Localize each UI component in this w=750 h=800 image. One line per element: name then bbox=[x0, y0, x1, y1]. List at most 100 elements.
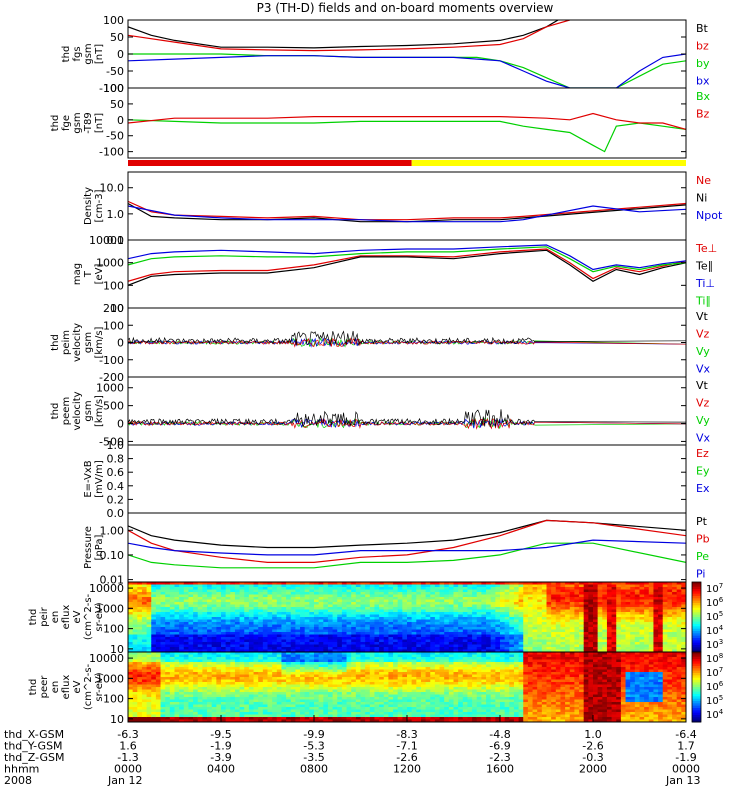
spectrogram-cell bbox=[667, 619, 673, 623]
spectrogram-cell bbox=[281, 644, 287, 648]
spectrogram-cell bbox=[453, 639, 459, 643]
spectrogram-cell bbox=[244, 607, 250, 610]
spectrogram-cell bbox=[286, 614, 292, 618]
spectrogram-cell bbox=[193, 714, 199, 718]
spectrogram-cell bbox=[430, 634, 436, 638]
spectrogram-cell bbox=[239, 647, 245, 650]
spectrogram-cell bbox=[239, 679, 245, 683]
spectrogram-cell bbox=[295, 679, 301, 683]
spectrogram-cell bbox=[346, 634, 352, 638]
spectrogram-cell bbox=[234, 697, 240, 700]
spectrogram-cell bbox=[602, 642, 608, 645]
spectrogram-cell bbox=[523, 617, 529, 620]
spectrogram-cell bbox=[513, 629, 519, 633]
spectrogram-cell bbox=[141, 687, 147, 690]
spectrogram-cell bbox=[281, 672, 287, 675]
spectrogram-cell bbox=[369, 589, 375, 593]
spectrogram-cell bbox=[281, 717, 287, 720]
spectrogram-cell bbox=[318, 612, 324, 615]
spectrogram-cell bbox=[137, 647, 143, 650]
spectrogram-cell bbox=[346, 707, 352, 710]
spectrogram-cell bbox=[286, 679, 292, 683]
spectrogram-cell bbox=[327, 652, 333, 655]
spectrogram-cell bbox=[155, 597, 161, 600]
spectrogram-cell bbox=[276, 602, 282, 605]
spectrogram-cell bbox=[179, 717, 185, 720]
spectrogram-cell bbox=[137, 587, 143, 590]
spectrogram-cell bbox=[221, 632, 227, 635]
spectrogram-cell bbox=[337, 672, 343, 675]
spectrogram-cell bbox=[155, 582, 161, 585]
spectrogram-cell bbox=[225, 587, 231, 590]
colorbar-cell bbox=[692, 607, 701, 611]
spectrogram-cell bbox=[188, 717, 194, 720]
spectrogram-cell bbox=[565, 622, 571, 625]
spectrogram-cell bbox=[244, 684, 250, 688]
spectrogram-cell bbox=[281, 697, 287, 700]
spectrogram-cell bbox=[244, 587, 250, 590]
spectrogram-cell bbox=[383, 609, 389, 613]
spectrogram-cell bbox=[467, 604, 473, 608]
spectrogram-cell bbox=[365, 627, 371, 630]
spectrogram-cell bbox=[258, 667, 264, 670]
spectrogram-cell bbox=[365, 644, 371, 648]
spectrogram-cell bbox=[532, 634, 538, 638]
colorbar-cell bbox=[692, 612, 701, 616]
spectrogram-cell bbox=[267, 609, 273, 613]
spectrogram-cell bbox=[207, 652, 213, 655]
spectrogram-cell bbox=[272, 634, 278, 638]
spectrogram-cell bbox=[304, 617, 310, 620]
spectrogram-cell bbox=[332, 699, 338, 703]
spectrogram-cell bbox=[318, 647, 324, 650]
spectrogram-cell bbox=[527, 604, 533, 608]
spectrogram-cell bbox=[341, 659, 347, 663]
spectrogram-cell bbox=[272, 629, 278, 633]
spectrogram-cell bbox=[365, 632, 371, 635]
spectrogram-cell bbox=[476, 619, 482, 623]
spectrogram-cell bbox=[141, 599, 147, 603]
spectrogram-cell bbox=[258, 684, 264, 688]
spectrogram-cell bbox=[541, 589, 547, 593]
spectrogram-cell bbox=[281, 689, 287, 693]
spectrogram-cell bbox=[630, 584, 636, 588]
spectrogram-cell bbox=[197, 584, 203, 588]
spectrogram-cell bbox=[174, 719, 180, 722]
spectrogram-cell bbox=[462, 607, 468, 610]
spectrogram-cell bbox=[258, 712, 264, 715]
spectrogram-cell bbox=[183, 677, 189, 680]
spectrogram-cell bbox=[318, 584, 324, 588]
spectrogram-cell bbox=[560, 627, 566, 630]
spectrogram-cell bbox=[290, 714, 296, 718]
spectrogram-cell bbox=[420, 639, 426, 643]
spectrogram-cell bbox=[146, 702, 152, 705]
spectrogram-cell bbox=[565, 594, 571, 598]
spectrogram-cell bbox=[337, 612, 343, 615]
spectrogram-cell bbox=[188, 692, 194, 695]
spectrogram-cell bbox=[146, 649, 152, 652]
spectrogram-cell bbox=[151, 597, 157, 600]
spectrogram-cell bbox=[560, 622, 566, 625]
spectrogram-cell bbox=[448, 639, 454, 643]
spectrogram-cell bbox=[188, 642, 194, 645]
spectrogram-cell bbox=[276, 604, 282, 608]
spectrogram-cell bbox=[355, 612, 361, 615]
spectrogram-cell bbox=[151, 599, 157, 603]
spectrogram-cell bbox=[346, 624, 352, 628]
spectrogram-cell bbox=[225, 707, 231, 710]
spectrogram-cell bbox=[439, 627, 445, 630]
spectrogram-cell bbox=[569, 612, 575, 615]
spectrogram-cell bbox=[267, 669, 273, 673]
spectrogram-cell bbox=[416, 597, 422, 600]
spectrogram-cell bbox=[183, 584, 189, 588]
spectrogram-cell bbox=[323, 707, 329, 710]
spectrogram-cell bbox=[379, 597, 385, 600]
spectrogram-cell bbox=[314, 589, 320, 593]
spectrogram-cell bbox=[137, 699, 143, 703]
spectrogram-cell bbox=[523, 637, 529, 640]
spectrogram-cell bbox=[379, 647, 385, 650]
spectrogram-cell bbox=[374, 649, 380, 652]
spectrogram-cell bbox=[593, 632, 599, 635]
spectrogram-cell bbox=[341, 639, 347, 643]
spectrogram-cell bbox=[509, 639, 515, 643]
